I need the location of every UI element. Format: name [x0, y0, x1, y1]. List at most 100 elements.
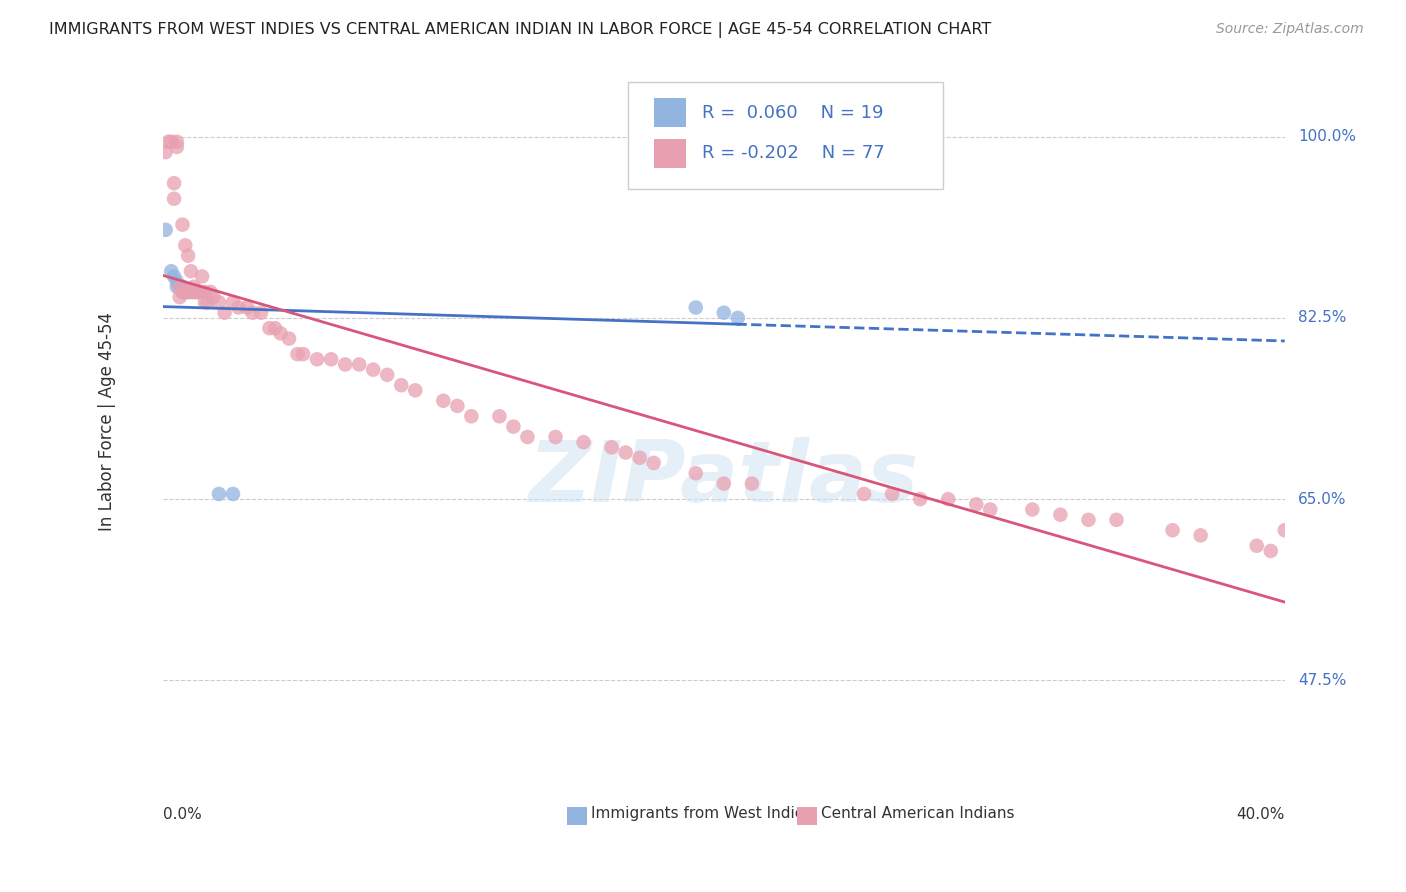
Point [177, 249, 200, 263]
Point [643, 456, 665, 470]
Point [1049, 508, 1071, 522]
Point [516, 430, 538, 444]
Point [727, 310, 749, 325]
Point [188, 285, 211, 299]
Point [197, 295, 219, 310]
Point [188, 285, 211, 299]
Point [432, 393, 454, 408]
Point [172, 285, 194, 299]
Bar [567, 807, 586, 825]
Point [614, 445, 637, 459]
Point [287, 347, 309, 361]
Bar [797, 807, 817, 825]
Point [174, 238, 197, 252]
Text: 0.0%: 0.0% [163, 807, 201, 822]
Point [685, 301, 707, 315]
Point [172, 280, 194, 294]
Point [600, 441, 623, 455]
Point [157, 135, 180, 149]
FancyBboxPatch shape [628, 82, 942, 189]
Point [347, 358, 370, 372]
Point [264, 321, 287, 335]
Point [208, 487, 231, 501]
Text: Immigrants from West Indies: Immigrants from West Indies [592, 805, 813, 821]
Point [166, 140, 188, 154]
Point [222, 295, 245, 310]
Point [965, 497, 987, 511]
Point [259, 321, 281, 335]
Point [713, 306, 735, 320]
Text: Central American Indians: Central American Indians [821, 805, 1015, 821]
Point [177, 285, 200, 299]
Point [741, 476, 763, 491]
Point [502, 419, 524, 434]
Point [172, 218, 194, 232]
Text: 82.5%: 82.5% [1298, 310, 1347, 326]
Point [160, 135, 183, 149]
Point [713, 476, 735, 491]
Point [1274, 523, 1296, 537]
Point [460, 409, 482, 424]
Point [270, 326, 292, 341]
Point [236, 301, 259, 315]
Text: ZIPatlas: ZIPatlas [529, 437, 920, 520]
Point [163, 176, 186, 190]
Point [880, 487, 903, 501]
Point [544, 430, 567, 444]
Point [572, 435, 595, 450]
Point [172, 285, 194, 299]
Point [166, 275, 188, 289]
Point [191, 269, 214, 284]
Point [169, 280, 191, 294]
Point [1260, 544, 1282, 558]
Text: Source: ZipAtlas.com: Source: ZipAtlas.com [1216, 22, 1364, 37]
Point [242, 306, 264, 320]
Point [228, 301, 250, 315]
Point [375, 368, 398, 382]
Point [278, 332, 301, 346]
Point [1246, 539, 1268, 553]
Point [1105, 513, 1128, 527]
Point [321, 352, 343, 367]
Point [166, 135, 188, 149]
Text: R =  0.060    N = 19: R = 0.060 N = 19 [703, 103, 884, 121]
Point [194, 285, 217, 299]
Point [180, 285, 202, 299]
Point [361, 362, 384, 376]
Point [208, 295, 231, 310]
Point [169, 280, 191, 294]
Text: R = -0.202    N = 77: R = -0.202 N = 77 [703, 145, 886, 162]
Point [155, 145, 177, 160]
Point [1021, 502, 1043, 516]
Point [628, 450, 651, 465]
Bar [654, 139, 686, 168]
Text: In Labor Force | Age 45-54: In Labor Force | Age 45-54 [98, 312, 115, 531]
Point [183, 285, 205, 299]
Point [222, 487, 245, 501]
Point [488, 409, 510, 424]
Point [979, 502, 1001, 516]
Text: 47.5%: 47.5% [1298, 673, 1347, 688]
Point [180, 264, 202, 278]
Point [200, 285, 222, 299]
Point [177, 285, 200, 299]
Point [194, 295, 217, 310]
Point [853, 487, 876, 501]
Point [186, 285, 208, 299]
Point [183, 285, 205, 299]
Point [936, 492, 959, 507]
Point [166, 280, 188, 294]
Text: IMMIGRANTS FROM WEST INDIES VS CENTRAL AMERICAN INDIAN IN LABOR FORCE | AGE 45-5: IMMIGRANTS FROM WEST INDIES VS CENTRAL A… [49, 22, 991, 38]
Point [160, 264, 183, 278]
Point [908, 492, 931, 507]
Point [214, 306, 236, 320]
Point [389, 378, 412, 392]
Point [1189, 528, 1212, 542]
Point [1077, 513, 1099, 527]
Point [404, 384, 426, 398]
Point [174, 285, 197, 299]
Text: 40.0%: 40.0% [1236, 807, 1285, 822]
Point [169, 290, 191, 304]
Point [685, 467, 707, 481]
Bar [654, 98, 686, 127]
